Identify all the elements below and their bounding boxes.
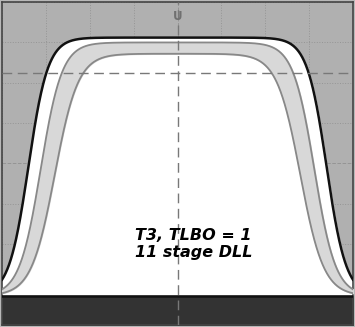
Text: T3, TLBO = 1
11 stage DLL: T3, TLBO = 1 11 stage DLL — [135, 228, 253, 261]
Text: U: U — [173, 10, 182, 23]
